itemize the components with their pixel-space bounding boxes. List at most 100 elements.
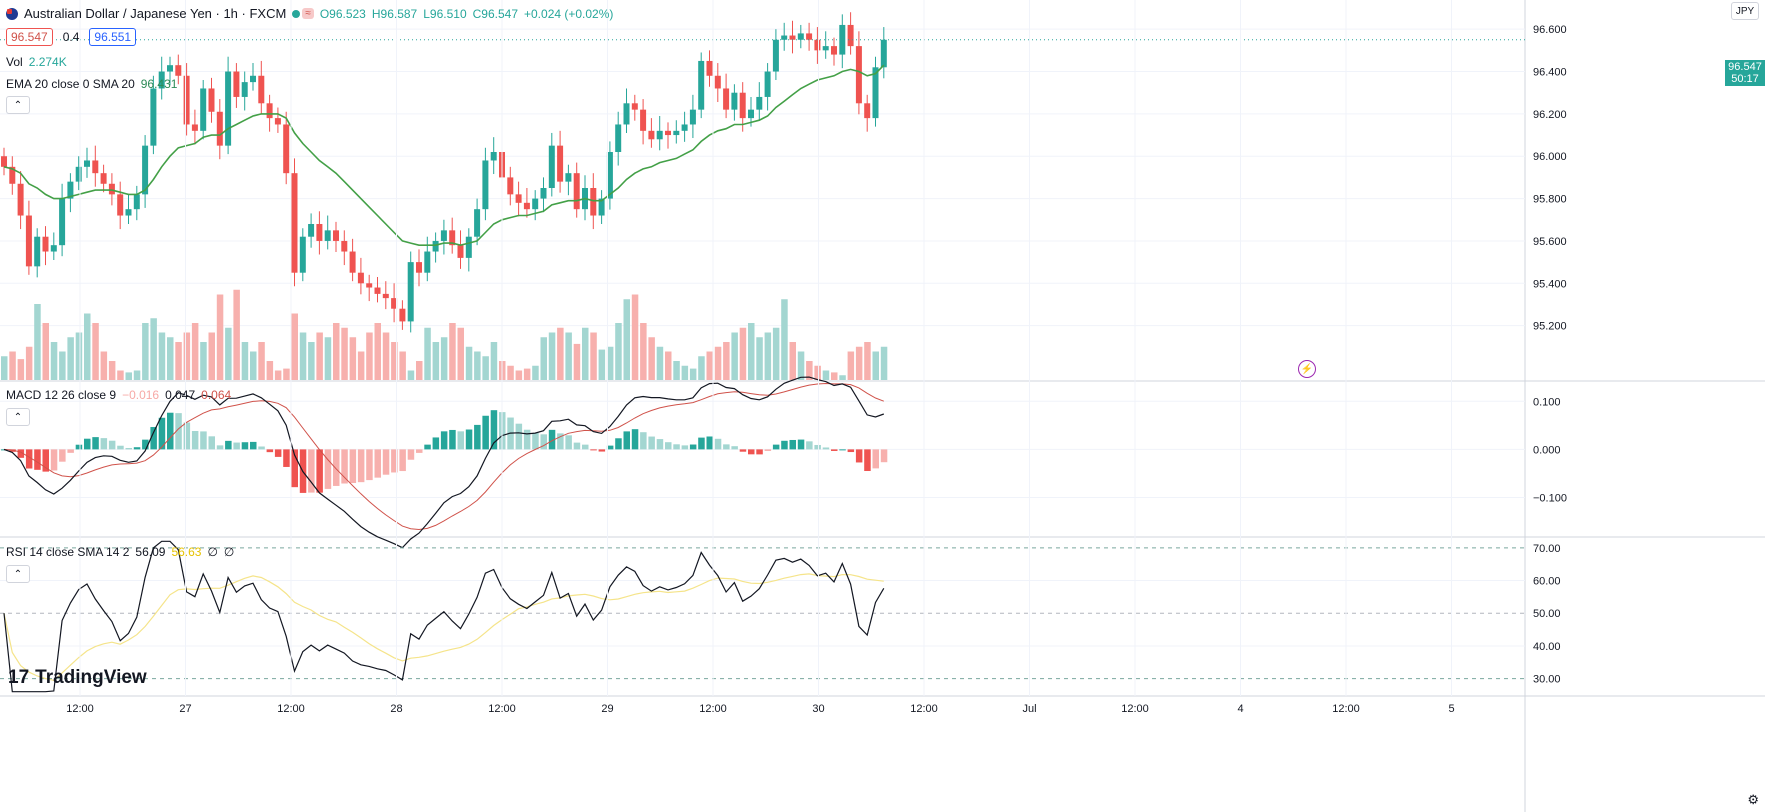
- bid-ask-row: 96.547 0.4 96.551: [6, 28, 137, 46]
- macd-histogram-bar: [34, 449, 41, 470]
- volume-bar: [357, 351, 365, 380]
- macd-histogram-bar: [739, 449, 747, 452]
- chevron-up-icon: ⌃: [13, 99, 23, 111]
- candle-body: [324, 230, 331, 241]
- macd-value: 0.047: [165, 388, 196, 402]
- macd-histogram-bar: [407, 449, 415, 460]
- time-tick-label: 12:00: [699, 703, 727, 715]
- volume-bar: [92, 323, 99, 380]
- candle-body: [250, 75, 256, 83]
- volume-bar: [341, 327, 348, 380]
- volume-bar: [191, 323, 199, 380]
- collapse-rsi-button[interactable]: ⌃: [6, 565, 30, 583]
- macd-histogram-bar: [623, 431, 630, 450]
- rsi-legend[interactable]: RSI 14 close SMA 14 2 56.09 56.63 ∅ ∅: [6, 545, 234, 559]
- macd-histogram-bar: [25, 449, 33, 469]
- volume-bar: [100, 351, 108, 380]
- candle-body: [357, 272, 364, 284]
- macd-histogram-bar: [150, 427, 157, 450]
- volume-bar: [698, 356, 705, 380]
- volume-bar: [731, 332, 738, 380]
- volume-bar: [689, 368, 697, 380]
- candle-body: [631, 103, 638, 110]
- vol-legend[interactable]: Vol 2.274K: [6, 55, 67, 69]
- volume-bar: [789, 342, 796, 380]
- macd-histogram-bar: [142, 439, 149, 450]
- volume-bar: [9, 351, 16, 380]
- candle-body: [490, 152, 497, 161]
- macd-histogram-bar: [598, 449, 606, 452]
- macd-histogram-bar: [117, 445, 124, 450]
- macd-histogram-bar: [548, 429, 556, 450]
- collapse-macd-button[interactable]: ⌃: [6, 408, 30, 426]
- macd-histogram-bar: [167, 412, 174, 450]
- volume-bar: [440, 337, 448, 380]
- macd-histogram-bar: [839, 449, 846, 451]
- macd-histogram-bar: [283, 449, 290, 467]
- candle-body: [133, 194, 140, 210]
- candle-body: [797, 33, 804, 40]
- candle-body: [25, 215, 32, 267]
- volume-bar: [391, 342, 398, 380]
- volume-bar: [507, 365, 514, 380]
- rsi-line: [3, 540, 885, 693]
- macd-histogram-bar: [241, 442, 249, 450]
- macd-histogram-bar: [191, 430, 199, 450]
- time-tick-label: 12:00: [66, 703, 94, 715]
- macd-tick-label: 0.000: [1533, 444, 1561, 456]
- candle-body: [108, 183, 115, 195]
- rsi-value: 56.09: [135, 545, 166, 559]
- candle-body: [382, 293, 389, 299]
- volume-bar: [781, 299, 788, 380]
- macd-histogram-bar: [357, 449, 365, 483]
- candle-body: [623, 103, 630, 125]
- volume-bar: [864, 342, 871, 380]
- lightning-icon[interactable]: ⚡: [1298, 360, 1316, 378]
- candle-body: [698, 60, 705, 110]
- macd-histogram-bar: [216, 445, 224, 450]
- macd-histogram-bar: [274, 449, 282, 457]
- macd-histogram-bar: [706, 436, 713, 450]
- ema-line: [3, 64, 885, 247]
- volume-bar: [399, 351, 406, 380]
- candle-body: [274, 118, 281, 125]
- candle-body: [349, 251, 356, 273]
- volume-bar: [158, 332, 166, 380]
- candle-body: [158, 71, 165, 89]
- macd-histogram-bar: [582, 444, 589, 450]
- volume-bar: [216, 294, 224, 380]
- wave-icon: ≈: [302, 8, 314, 19]
- price-tick-label: 95.800: [1533, 194, 1567, 206]
- ask-button[interactable]: 96.551: [89, 28, 137, 46]
- candle-body: [150, 88, 157, 146]
- macd-legend[interactable]: MACD 12 26 close 9 −0.016 0.047 0.064: [6, 388, 231, 402]
- volume-bar: [557, 327, 564, 380]
- macd-histogram-bar: [673, 444, 680, 450]
- symbol-legend[interactable]: Australian Dollar / Japanese Yen · 1h · …: [6, 6, 613, 21]
- candle-body: [573, 173, 580, 210]
- volume-bar: [482, 356, 489, 380]
- candle-body: [92, 160, 99, 174]
- volume-bar: [233, 289, 240, 380]
- volume-bar: [84, 313, 91, 380]
- gear-icon[interactable]: ⚙: [1747, 792, 1759, 807]
- candle-body: [316, 224, 323, 241]
- candle-body: [872, 67, 879, 119]
- candle-body: [42, 236, 49, 252]
- bid-button[interactable]: 96.547: [6, 28, 53, 46]
- volume-bar: [748, 323, 755, 380]
- volume-bar: [407, 370, 415, 380]
- time-tick-label: 5: [1448, 703, 1454, 715]
- macd-histogram-bar: [183, 422, 191, 450]
- status-pill[interactable]: ≈: [292, 8, 314, 19]
- collapse-main-button[interactable]: ⌃: [6, 96, 30, 114]
- ema-legend[interactable]: EMA 20 close 0 SMA 20 96.431: [6, 77, 177, 91]
- currency-button[interactable]: JPY: [1731, 2, 1759, 20]
- macd-histogram-bar: [84, 438, 91, 450]
- candle-body: [855, 46, 862, 104]
- volume-bar: [465, 346, 473, 380]
- macd-histogram-bar: [108, 440, 116, 450]
- candle-body: [665, 130, 671, 136]
- volume-bar: [623, 299, 630, 380]
